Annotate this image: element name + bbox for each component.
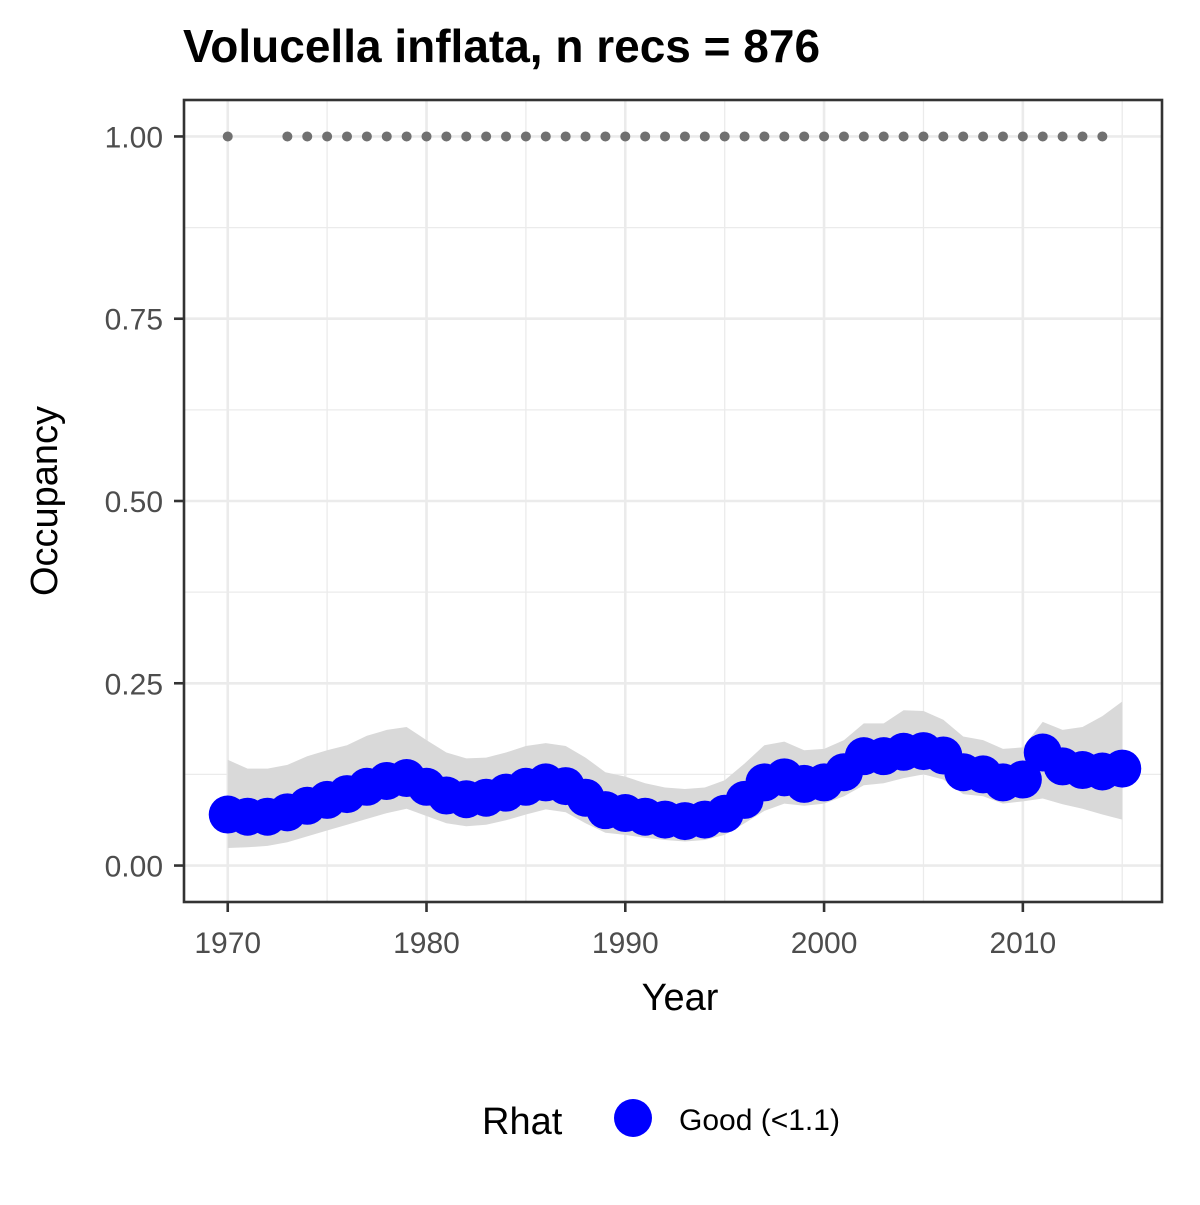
record-year-point [838, 131, 849, 142]
x-axis-title: Year [642, 977, 719, 1019]
record-year-point [759, 131, 770, 142]
x-tick-label: 1990 [592, 927, 659, 960]
record-year-point [222, 131, 233, 142]
record-year-point [282, 131, 293, 142]
chart-title: Volucella inflata, n recs = 876 [183, 20, 820, 72]
legend-key-good [614, 1099, 652, 1137]
record-year-point [520, 131, 531, 142]
record-year-point [699, 131, 710, 142]
x-tick-label: 2010 [989, 927, 1056, 960]
record-year-point [540, 131, 551, 142]
x-tick-label: 1980 [393, 927, 460, 960]
record-year-point [620, 131, 631, 142]
record-year-point [1077, 131, 1088, 142]
y-tick-label: 0.50 [105, 486, 163, 519]
legend-label-good: Good (<1.1) [679, 1104, 840, 1137]
record-year-point [1037, 131, 1048, 142]
record-year-point [640, 131, 651, 142]
record-year-point [739, 131, 750, 142]
record-year-point [421, 131, 432, 142]
record-year-point [719, 131, 730, 142]
record-year-point [679, 131, 690, 142]
record-year-point [560, 131, 571, 142]
occupancy-point [1103, 749, 1142, 788]
x-tick-label: 2000 [791, 927, 858, 960]
record-years-layer [222, 131, 1108, 142]
record-year-point [1097, 131, 1108, 142]
record-year-point [481, 131, 492, 142]
axes: 1970 1980 1990 2000 2010 0.00 0.25 0.50 0.75 1.00 [105, 121, 1057, 960]
record-year-point [1057, 131, 1068, 142]
legend-title: Rhat [482, 1101, 563, 1143]
record-year-point [799, 131, 810, 142]
record-year-point [381, 131, 392, 142]
record-year-point [938, 131, 949, 142]
record-year-point [501, 131, 512, 142]
record-year-point [342, 131, 352, 142]
record-year-point [302, 131, 313, 142]
x-tick-label: 1970 [194, 927, 261, 960]
record-year-point [819, 131, 830, 142]
record-year-point [878, 131, 889, 142]
y-axis-title: Occupancy [24, 406, 66, 596]
record-year-point [997, 131, 1008, 142]
record-year-point [361, 131, 372, 142]
record-year-point [779, 131, 790, 142]
record-year-point [580, 131, 591, 142]
record-year-point [958, 131, 969, 142]
record-year-point [322, 131, 333, 142]
y-tick-label: 0.75 [105, 304, 163, 337]
occupancy-points-layer [208, 732, 1142, 841]
y-tick-label: 1.00 [105, 121, 163, 154]
record-year-point [1017, 131, 1028, 142]
y-tick-label: 0.00 [105, 851, 163, 884]
record-year-point [600, 131, 611, 142]
record-year-point [461, 131, 472, 142]
record-year-point [401, 131, 412, 142]
record-year-point [660, 131, 671, 142]
record-year-point [898, 131, 909, 142]
record-year-point [918, 131, 929, 142]
record-year-point [441, 131, 452, 142]
record-year-point [858, 131, 869, 142]
occupancy-point [1003, 760, 1042, 799]
legend: Rhat Good (<1.1) [482, 1099, 840, 1143]
record-year-point [978, 131, 989, 142]
y-tick-label: 0.25 [105, 668, 163, 701]
